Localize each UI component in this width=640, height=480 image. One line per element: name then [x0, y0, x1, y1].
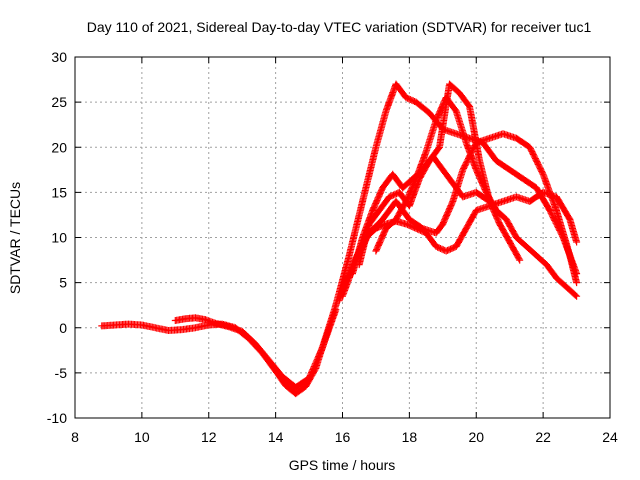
x-tick-label: 14: [268, 429, 284, 445]
y-tick-label: -10: [47, 410, 67, 426]
plus-markers: [349, 152, 494, 278]
y-tick-labels: -10 -5 0 5 10 15 20 25 30: [47, 49, 67, 426]
x-tick-label: 20: [468, 429, 484, 445]
y-tick-label: 15: [51, 184, 67, 200]
series-common-early-upper: [171, 306, 340, 391]
y-tick-label: -5: [55, 365, 68, 381]
grid-lines: [75, 57, 610, 418]
x-tick-label: 22: [535, 429, 551, 445]
y-tick-label: 10: [51, 230, 67, 246]
x-tick-label: 18: [402, 429, 418, 445]
x-tick-label: 12: [201, 429, 217, 445]
y-tick-label: 20: [51, 139, 67, 155]
x-tick-label: 10: [134, 429, 150, 445]
x-tick-label: 24: [602, 429, 618, 445]
y-tick-label: 30: [51, 49, 67, 65]
x-tick-labels: 8 10 12 14 16 18 20 22 24: [71, 429, 618, 445]
data-series: [98, 80, 581, 398]
series-track-f: [349, 152, 494, 278]
y-tick-label: 5: [59, 275, 67, 291]
x-tick-label: 8: [71, 429, 79, 445]
x-tick-label: 16: [335, 429, 351, 445]
axis-ticks: [74, 56, 611, 419]
x-axis-label: GPS time / hours: [289, 457, 396, 473]
y-tick-label: 0: [59, 320, 67, 336]
y-axis-label: SDTVAR / TECUs: [7, 182, 23, 294]
y-tick-label: 25: [51, 94, 67, 110]
plus-markers: [171, 306, 340, 391]
chart-title: Day 110 of 2021, Sidereal Day-to-day VTE…: [87, 19, 592, 35]
